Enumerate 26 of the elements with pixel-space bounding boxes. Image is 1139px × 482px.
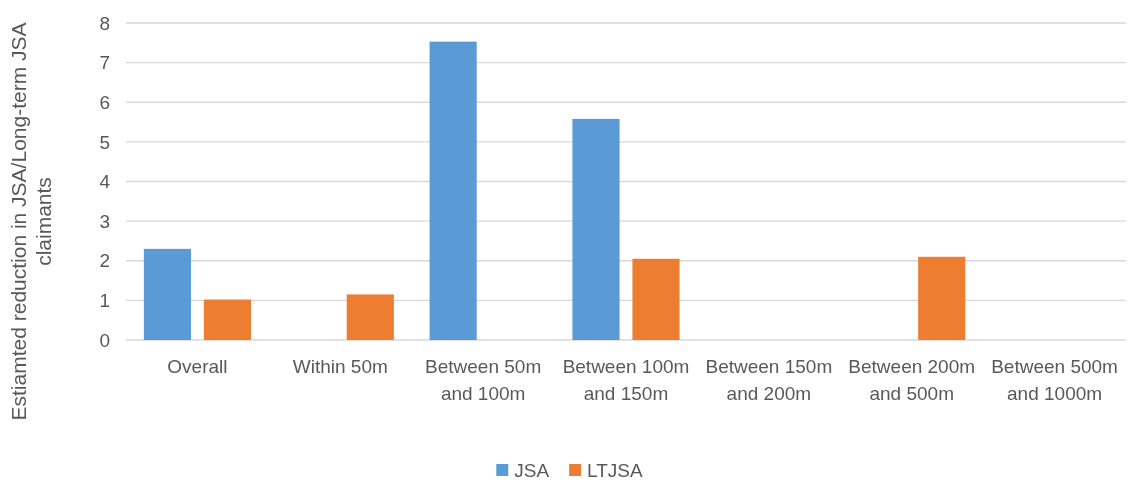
x-tick-label: Within 50m xyxy=(292,356,388,377)
y-tick-label: 4 xyxy=(99,171,111,193)
y-axis-title: Estiamted reduction in JSA/Long-term JSA claimants xyxy=(7,22,55,421)
y-tick-label: 1 xyxy=(99,290,110,312)
y-tick-label: 7 xyxy=(99,52,110,74)
y-tick-label: 0 xyxy=(99,329,110,351)
bar xyxy=(429,41,477,340)
legend-label: LTJSA xyxy=(587,459,644,481)
bar xyxy=(918,256,966,340)
x-tick-label: Overall xyxy=(167,356,228,377)
y-tick-label: 2 xyxy=(99,250,110,272)
bar xyxy=(632,258,680,340)
x-tick-label: Between 200m and 500m xyxy=(848,356,976,404)
x-tick-label: Between 500m and 1000m xyxy=(991,356,1118,404)
bar xyxy=(143,248,191,340)
legend-label: JSA xyxy=(514,459,550,481)
bar xyxy=(203,299,251,340)
y-tick-label: 3 xyxy=(99,210,110,232)
x-tick-label: Between 150m and 200m xyxy=(705,356,833,404)
y-tick-label: 5 xyxy=(99,131,110,153)
x-tick-label: Between 100m and 150m xyxy=(562,356,690,404)
bar xyxy=(346,294,394,340)
bar xyxy=(572,118,620,340)
y-tick-label: 6 xyxy=(99,91,110,113)
x-tick-label: Between 50m and 100m xyxy=(425,356,542,404)
y-tick-label: 8 xyxy=(99,12,110,34)
